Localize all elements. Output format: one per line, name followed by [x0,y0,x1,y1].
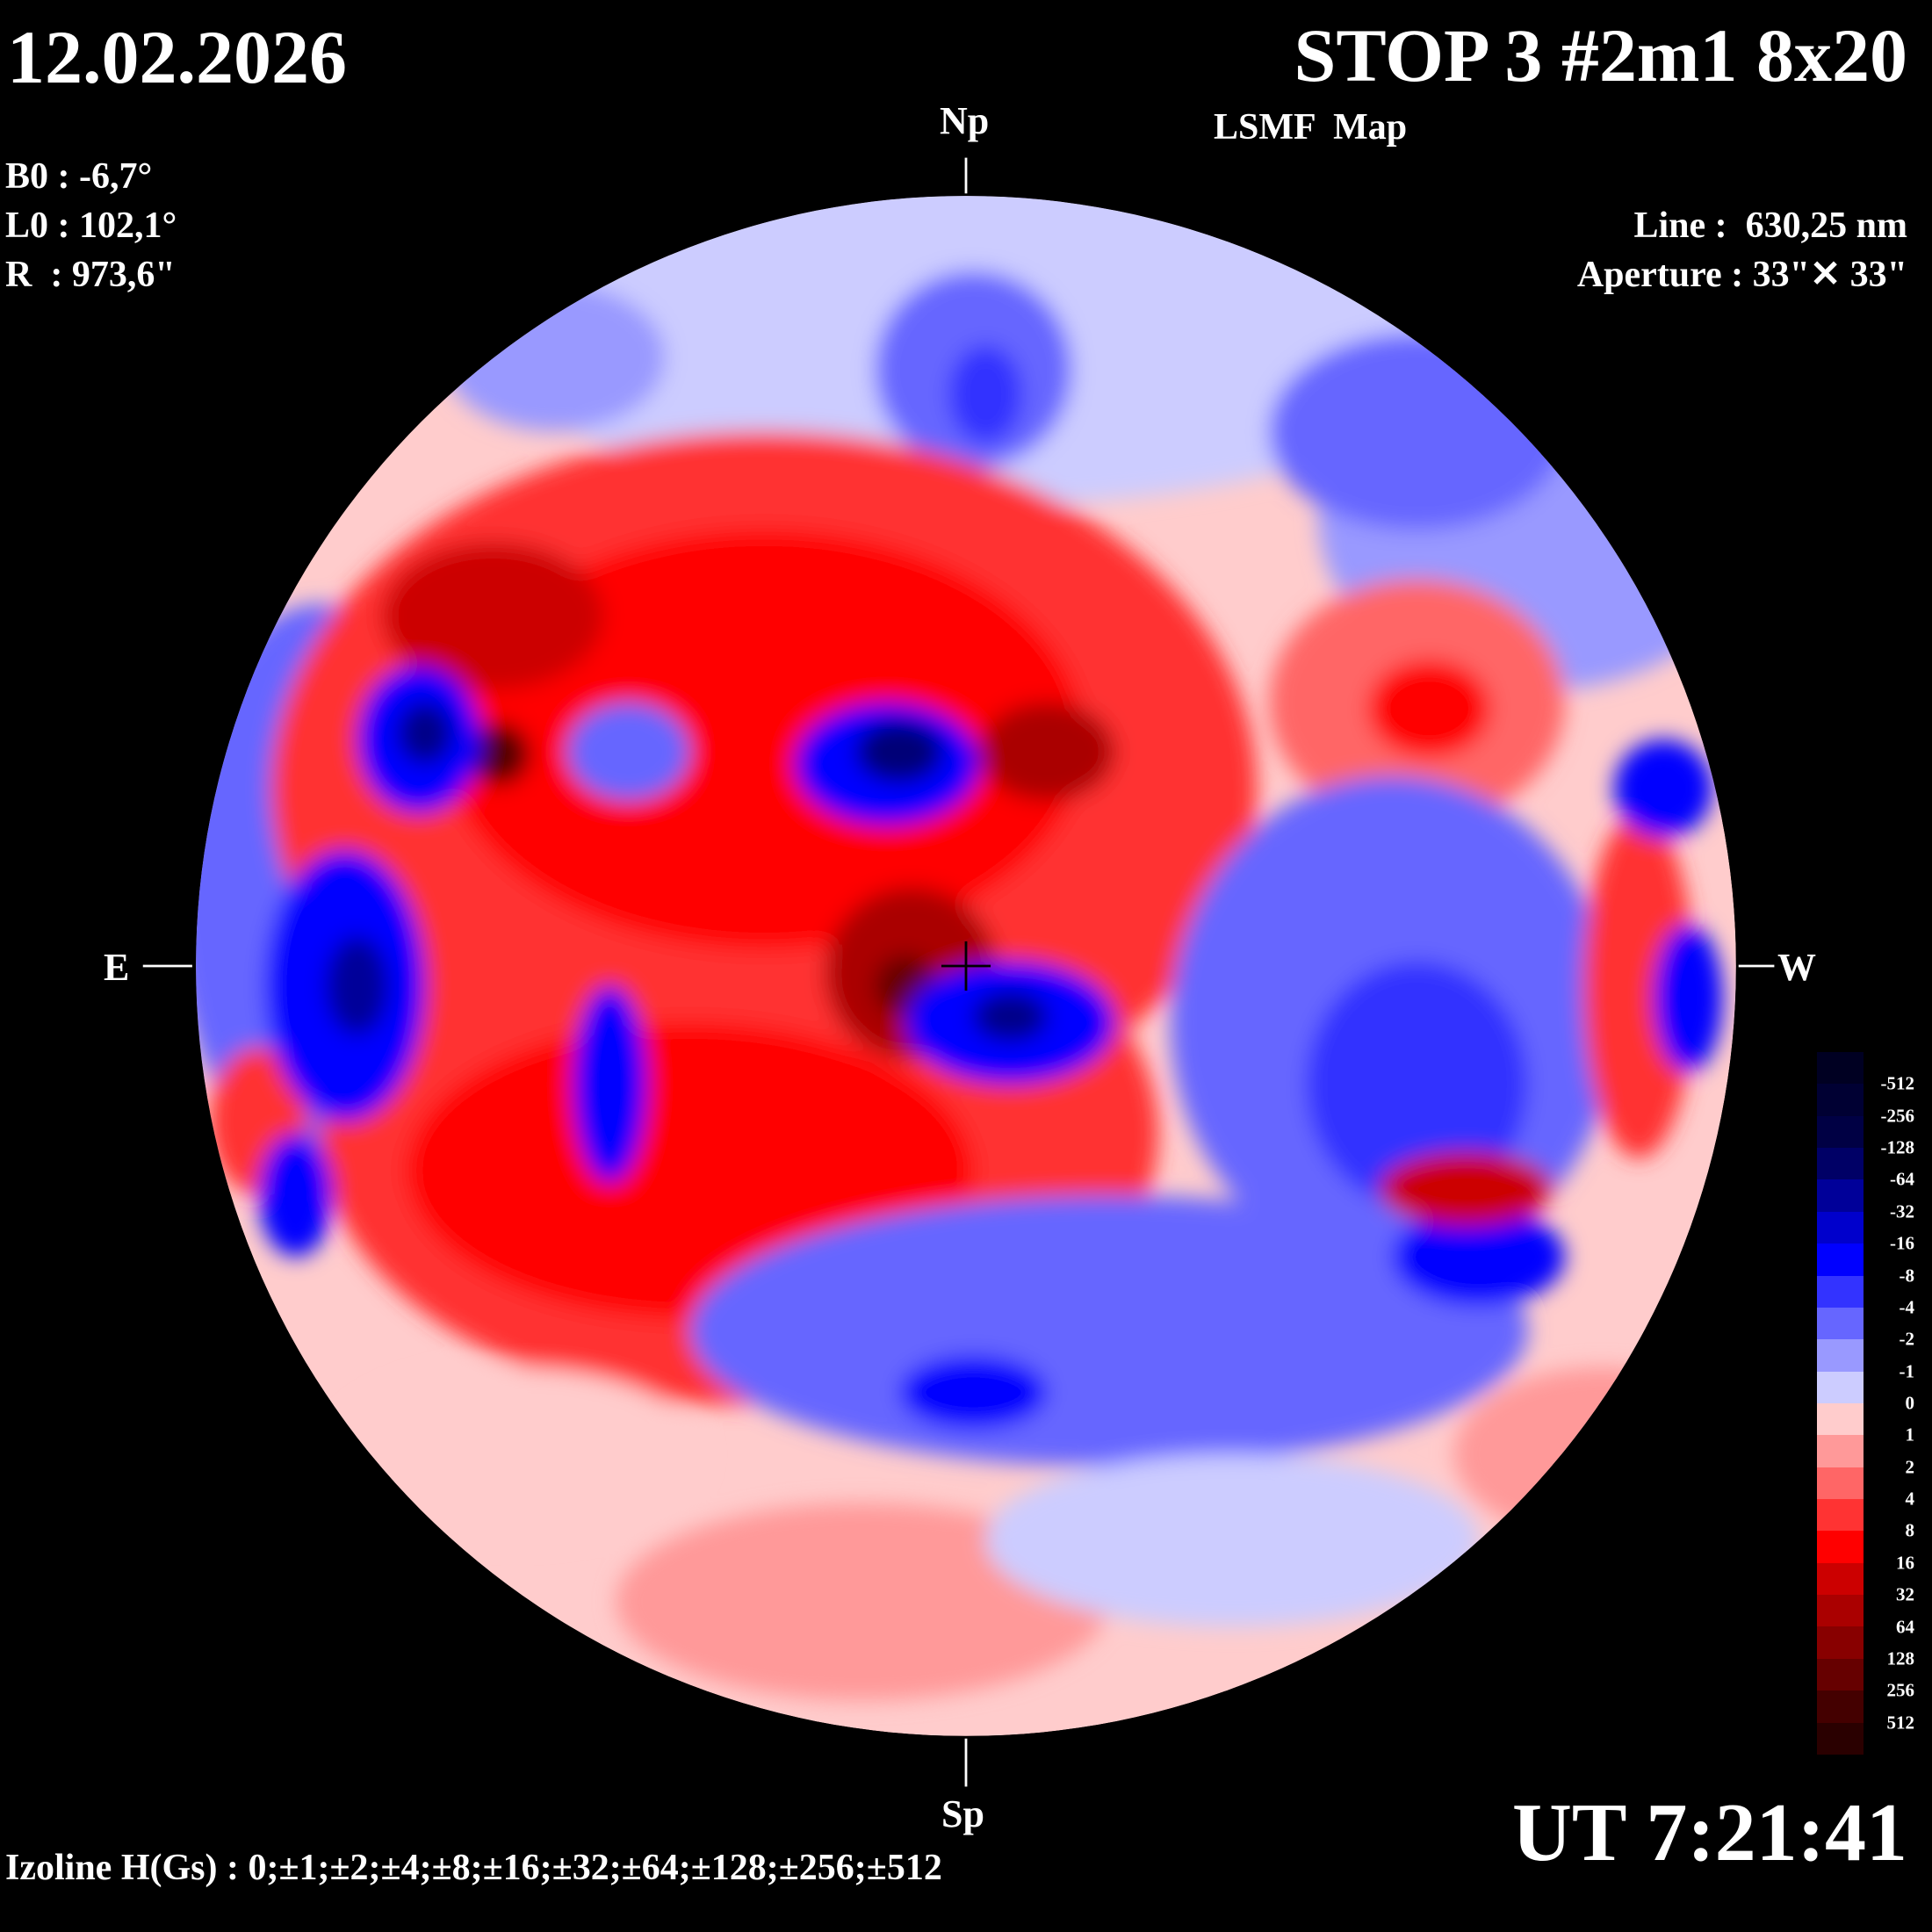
colorbar-band [1817,1595,1864,1627]
colorbar-label: 1 [1905,1424,1915,1445]
colorbar-band [1817,1690,1864,1723]
colorbar-band [1817,1435,1864,1467]
colorbar-label: 8 [1905,1519,1915,1541]
colorbar-label: 64 [1896,1616,1914,1638]
colorbar-label: -512 [1880,1072,1915,1094]
colorbar-label: -256 [1880,1105,1915,1127]
colorbar-band [1817,1339,1864,1372]
south-pole-label: Sp [941,1792,984,1835]
colorbar-label: -4 [1899,1296,1915,1318]
colorbar-band [1817,1467,1864,1500]
colorbar-band [1817,1179,1864,1212]
aperture-param: Aperture : 33"✕ 33" [1576,255,1907,295]
colorbar-label: -8 [1899,1265,1915,1287]
colorbar-band [1817,1052,1864,1085]
colorbar-band [1817,1531,1864,1563]
colorbar-label: -1 [1899,1360,1915,1382]
colorbar-band [1817,1562,1864,1596]
west-label: W [1777,946,1816,989]
colorbar-label: -16 [1890,1232,1914,1254]
colorbar-band [1817,1722,1864,1755]
colorbar-label: 32 [1896,1583,1914,1605]
north-pole-label: Np [940,99,990,142]
colorbar-band [1817,1244,1864,1276]
colorbar-label: 512 [1886,1712,1915,1734]
colorbar-label: 2 [1905,1456,1915,1478]
colorbar-band [1817,1626,1864,1659]
colorbar-label: -2 [1899,1328,1915,1350]
map-subtitle: LSMF Map [1214,107,1408,148]
izoline-legend: Izoline H(Gs) : 0;±1;±2;±4;±8;±16;±32;±6… [5,1848,942,1888]
colorbar-label: -64 [1890,1168,1914,1190]
l0-param: L0 : 102,1° [5,205,177,246]
colorbar-band [1817,1307,1864,1340]
map-title: STOP 3 #2m1 8x20 [1294,13,1907,97]
colorbar-band [1817,1371,1864,1403]
center-crosshair [941,941,991,991]
colorbar-band [1817,1084,1864,1116]
colorbar-label: 256 [1886,1679,1915,1701]
colorbar-band [1817,1211,1864,1244]
line-param: Line : 630,25 nm [1633,205,1907,246]
east-label: E [104,946,130,989]
colorbar-label: 4 [1905,1488,1915,1510]
colorbar-band [1817,1499,1864,1532]
colorbar [1817,1052,1864,1755]
axis-ticks [142,157,1775,1787]
colorbar-label: 16 [1896,1552,1914,1574]
colorbar-band [1817,1115,1864,1149]
observation-date: 12.02.2026 [7,15,347,99]
colorbar-band [1817,1402,1864,1436]
colorbar-label: 0 [1905,1392,1915,1414]
colorbar-label: -32 [1890,1200,1914,1222]
colorbar-label: 128 [1886,1647,1915,1669]
colorbar-band [1817,1148,1864,1180]
colorbar-label: -128 [1880,1136,1915,1158]
b0-param: B0 : -6,7° [5,156,153,197]
colorbar-band [1817,1658,1864,1691]
radius-param: R : 973,6" [5,255,176,295]
ut-time: UT 7:21:41 [1512,1787,1907,1878]
colorbar-band [1817,1275,1864,1308]
